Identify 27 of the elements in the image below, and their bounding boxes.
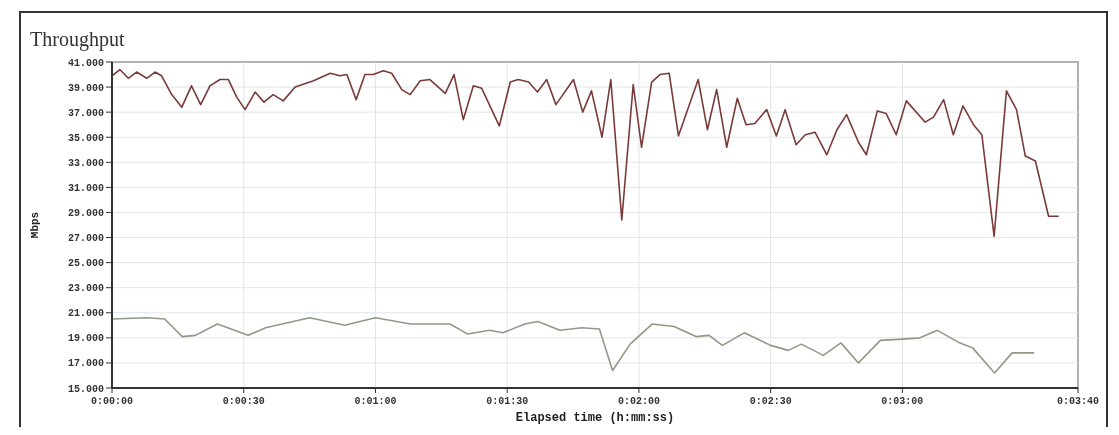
y-tick-label: 25.000	[67, 258, 104, 270]
x-tick-label: 0:00:00	[90, 396, 134, 407]
y-tick-label: 19.000	[67, 333, 104, 345]
x-tick-label: 0:02:30	[749, 396, 792, 407]
y-tick-label: 17.000	[67, 358, 104, 370]
y-axis-title: Mbps	[29, 211, 41, 239]
y-tick-label: 37.000	[67, 107, 104, 119]
x-tick-label: 0:00:30	[222, 396, 265, 407]
line-series	[111, 68, 1060, 238]
y-tick-label: 29.000	[67, 207, 104, 219]
x-tick-label: 0:03:00	[881, 396, 924, 407]
line-series	[111, 316, 1035, 374]
y-tick-label: 31.000	[67, 182, 104, 194]
y-tick-label: 35.000	[67, 132, 104, 144]
x-tick-label: 0:03:40	[1056, 396, 1100, 407]
y-tick-label: 33.000	[67, 157, 104, 169]
y-tick-label: 15.000	[67, 383, 104, 395]
y-tick-label: 39.000	[67, 82, 104, 94]
x-tick-label: 0:01:30	[486, 396, 529, 407]
x-axis-title: Elapsed time (h:mm:ss)	[515, 411, 675, 425]
y-tick-label: 21.000	[67, 308, 104, 320]
y-tick-label: 27.000	[67, 233, 104, 245]
x-tick-label: 0:01:00	[354, 396, 397, 407]
x-tick-label: 0:02:00	[617, 396, 660, 407]
y-tick-label: 41.000	[67, 57, 104, 69]
y-tick-label: 23.000	[67, 283, 104, 295]
chart-title: Throughput	[30, 28, 125, 51]
